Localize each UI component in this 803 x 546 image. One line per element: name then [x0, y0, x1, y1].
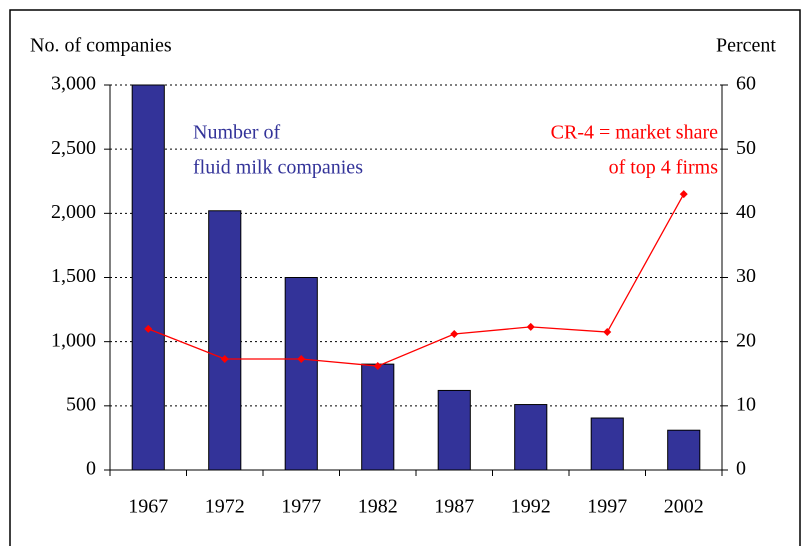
bar — [667, 429, 701, 471]
y-tick-label: 1,500 — [51, 265, 96, 287]
y2-tick-label: 20 — [736, 329, 756, 351]
frame — [9, 9, 801, 546]
x-tick-label: 1987 — [434, 496, 474, 518]
y-tick-label: 3,000 — [51, 73, 96, 95]
legend-label: of top 4 firms — [609, 157, 719, 179]
point — [220, 354, 229, 363]
x-tick-label: 1992 — [511, 496, 551, 518]
point — [297, 354, 306, 363]
y2-tick-label: 30 — [736, 265, 756, 287]
y2-axis-title: Percent — [716, 35, 776, 57]
y-tick-label: 0 — [86, 458, 96, 480]
bar — [590, 417, 624, 471]
legend-label: fluid milk companies — [193, 157, 363, 179]
bar — [514, 404, 548, 471]
bar — [437, 389, 471, 471]
y-axis-title: No. of companies — [30, 35, 172, 57]
point — [679, 190, 688, 199]
x-tick-label: 1967 — [128, 496, 168, 518]
x-tick-label: 2002 — [664, 496, 704, 518]
x-tick-label: 1997 — [587, 496, 627, 518]
y-tick-label: 1,000 — [51, 329, 96, 351]
bar — [284, 277, 318, 471]
line — [148, 193, 685, 367]
y2-tick-label: 40 — [736, 201, 756, 223]
bar — [361, 363, 395, 471]
point — [526, 322, 535, 331]
point — [144, 324, 153, 333]
bar — [131, 84, 165, 471]
x-tick-label: 1982 — [358, 496, 398, 518]
point — [450, 329, 459, 338]
y-tick-label: 500 — [66, 393, 96, 415]
legend-label: Number of — [193, 122, 281, 144]
bar — [208, 210, 242, 471]
y-tick-label: 2,000 — [51, 201, 96, 223]
point — [373, 362, 382, 371]
x-tick-label: 1972 — [205, 496, 245, 518]
legend-label: CR-4 = market share — [551, 122, 718, 144]
y2-tick-label: 0 — [736, 458, 746, 480]
y2-tick-label: 50 — [736, 137, 756, 159]
point — [603, 328, 612, 337]
y-tick-label: 2,500 — [51, 137, 96, 159]
y2-tick-label: 10 — [736, 393, 756, 415]
x-tick-label: 1977 — [281, 496, 321, 518]
y2-tick-label: 60 — [736, 73, 756, 95]
